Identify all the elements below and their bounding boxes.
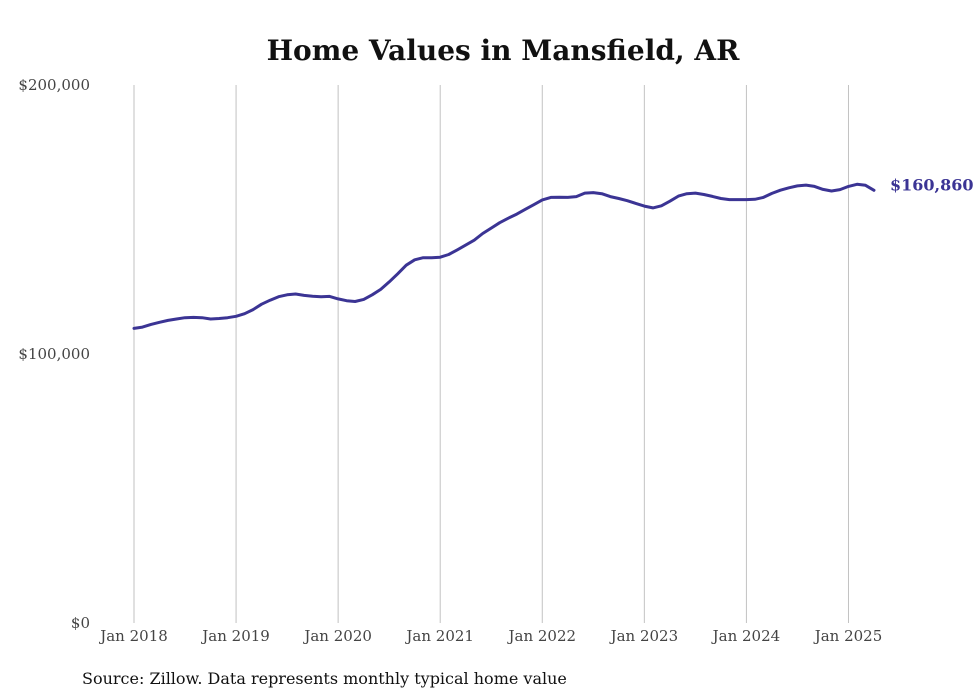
- chart-title: Home Values in Mansfield, AR: [267, 34, 741, 67]
- x-tick-label: Jan 2018: [98, 627, 168, 645]
- x-tick-label: Jan 2022: [506, 627, 576, 645]
- x-tick-label: Jan 2019: [200, 627, 270, 645]
- y-tick-label: $0: [71, 614, 90, 632]
- grid-lines: [133, 85, 849, 623]
- x-axis-ticks: Jan 2018 Jan 2019 Jan 2020 Jan 2021 Jan 2022…: [98, 627, 882, 645]
- x-tick-label: Jan 2021: [404, 627, 474, 645]
- y-tick-label: $200,000: [18, 76, 90, 94]
- series-line-home-value: [132, 182, 876, 330]
- x-tick-label: Jan 2023: [609, 627, 679, 645]
- x-tick-label: Jan 2024: [711, 627, 781, 645]
- source-note: Source: Zillow. Data represents monthly …: [82, 669, 567, 688]
- x-tick-label: Jan 2025: [813, 627, 883, 645]
- x-tick-label: Jan 2020: [302, 627, 372, 645]
- y-axis-ticks: $0 $100,000 $200,000: [18, 76, 90, 632]
- y-tick-label: $100,000: [18, 345, 90, 363]
- end-value-label: $160,860: [890, 175, 974, 194]
